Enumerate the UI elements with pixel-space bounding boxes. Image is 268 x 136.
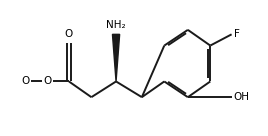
Text: O: O [65, 29, 73, 39]
Text: O: O [21, 76, 30, 86]
Polygon shape [113, 34, 120, 81]
Text: F: F [234, 29, 240, 39]
Text: NH₂: NH₂ [106, 20, 126, 30]
Text: OH: OH [234, 92, 250, 102]
Text: O: O [43, 76, 52, 86]
